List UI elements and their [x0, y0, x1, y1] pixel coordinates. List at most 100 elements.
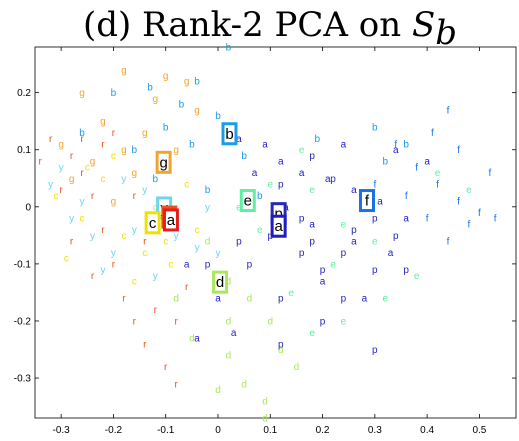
data-point-b: b — [315, 134, 321, 145]
data-point-d: d — [278, 345, 284, 356]
data-point-g: g — [121, 65, 127, 76]
data-point-r: r — [91, 271, 95, 282]
data-point-r: r — [80, 134, 84, 145]
class-mean-g: g — [155, 150, 172, 174]
data-point-e: e — [341, 219, 347, 230]
data-point-f: f — [478, 208, 481, 219]
data-point-g: g — [142, 128, 148, 139]
data-point-p: p — [309, 237, 315, 248]
data-point-p: p — [236, 237, 242, 248]
data-point-e: e — [372, 237, 378, 248]
data-point-a: a — [236, 134, 242, 145]
x-tick-label: 0.3 — [368, 425, 382, 436]
data-point-e: e — [383, 294, 389, 305]
data-point-f: f — [426, 214, 429, 225]
data-point-d: d — [241, 379, 247, 390]
data-point-y: y — [121, 174, 126, 185]
class-mean-box — [270, 214, 287, 238]
data-point-c: c — [168, 259, 173, 270]
data-point-c: c — [111, 151, 116, 162]
data-point-r: r — [122, 294, 126, 305]
class-mean-label: p — [274, 206, 282, 223]
data-point-r: r — [91, 191, 95, 202]
data-point-a: a — [325, 174, 331, 185]
data-point-p: p — [320, 316, 326, 327]
data-point-a: a — [403, 214, 409, 225]
data-point-y: y — [59, 162, 64, 173]
data-point-e: e — [236, 202, 242, 213]
data-point-g: g — [121, 145, 127, 156]
data-point-p: p — [403, 265, 409, 276]
data-point-c: c — [85, 162, 90, 173]
data-point-a: a — [194, 334, 200, 345]
highlight-boxes: bgefycpapad — [144, 122, 375, 294]
data-points: aaaaaaaaaaaaaaaaaaaaaabbbbbbbbbbbbbbbbbb… — [39, 43, 497, 425]
y-tick-label: -0.1 — [14, 259, 32, 270]
data-point-r: r — [164, 362, 168, 373]
data-point-b: b — [189, 140, 195, 151]
data-point-y: y — [132, 225, 137, 236]
data-point-c: c — [53, 191, 58, 202]
data-point-f: f — [488, 168, 491, 179]
data-point-d: d — [226, 351, 232, 362]
data-point-p: p — [372, 214, 378, 225]
data-point-a: a — [341, 140, 347, 151]
data-point-b: b — [163, 122, 169, 133]
data-point-c: c — [195, 225, 200, 236]
data-point-a: a — [351, 237, 357, 248]
chart-title-subscript: b — [435, 13, 457, 53]
data-point-y: y — [142, 185, 147, 196]
data-point-a: a — [309, 219, 315, 230]
data-point-f: f — [494, 214, 497, 225]
data-point-b: b — [111, 88, 117, 99]
x-tick-label: 0.2 — [316, 425, 330, 436]
data-point-d: d — [189, 334, 195, 345]
x-tick-label: 0.5 — [472, 425, 486, 436]
data-point-y: y — [205, 202, 210, 213]
plot-frame — [34, 46, 517, 419]
class-mean-label: g — [159, 154, 167, 171]
data-point-b: b — [179, 100, 185, 111]
class-mean-e: e — [239, 189, 256, 213]
class-mean-box — [144, 211, 161, 235]
data-point-c: c — [132, 277, 137, 288]
data-point-b: b — [205, 185, 211, 196]
data-point-p: p — [341, 294, 347, 305]
class-mean-d: d — [212, 270, 229, 294]
data-point-r: r — [70, 151, 74, 162]
data-point-f: f — [373, 179, 376, 190]
data-point-c: c — [64, 254, 69, 265]
class-mean-box — [162, 208, 179, 232]
data-point-p: p — [278, 179, 284, 190]
data-point-r: r — [80, 168, 84, 179]
data-point-r: r — [185, 282, 189, 293]
data-point-c: c — [142, 248, 147, 259]
data-point-b: b — [403, 140, 409, 151]
data-point-p: p — [372, 265, 378, 276]
data-point-a: a — [231, 328, 237, 339]
data-point-a: a — [215, 294, 221, 305]
data-point-d: d — [267, 316, 273, 327]
chart-title-main: (d) Rank-2 PCA on — [83, 5, 412, 45]
data-point-g: g — [184, 77, 190, 88]
data-point-f: f — [405, 191, 408, 202]
class-mean-label: d — [216, 274, 224, 291]
y-tick-label: 0 — [25, 202, 31, 213]
data-point-p: p — [341, 248, 347, 259]
data-point-a: a — [262, 140, 268, 151]
data-point-d: d — [205, 237, 211, 248]
data-point-r: r — [133, 191, 137, 202]
data-point-r: r — [39, 157, 43, 168]
data-point-f: f — [436, 179, 439, 190]
data-point-y: y — [80, 197, 85, 208]
data-point-b: b — [226, 43, 232, 54]
data-point-r: r — [112, 259, 116, 270]
data-point-a: a — [320, 277, 326, 288]
data-point-c: c — [184, 179, 189, 190]
data-point-d: d — [294, 362, 300, 373]
class-mean-box — [221, 122, 238, 146]
